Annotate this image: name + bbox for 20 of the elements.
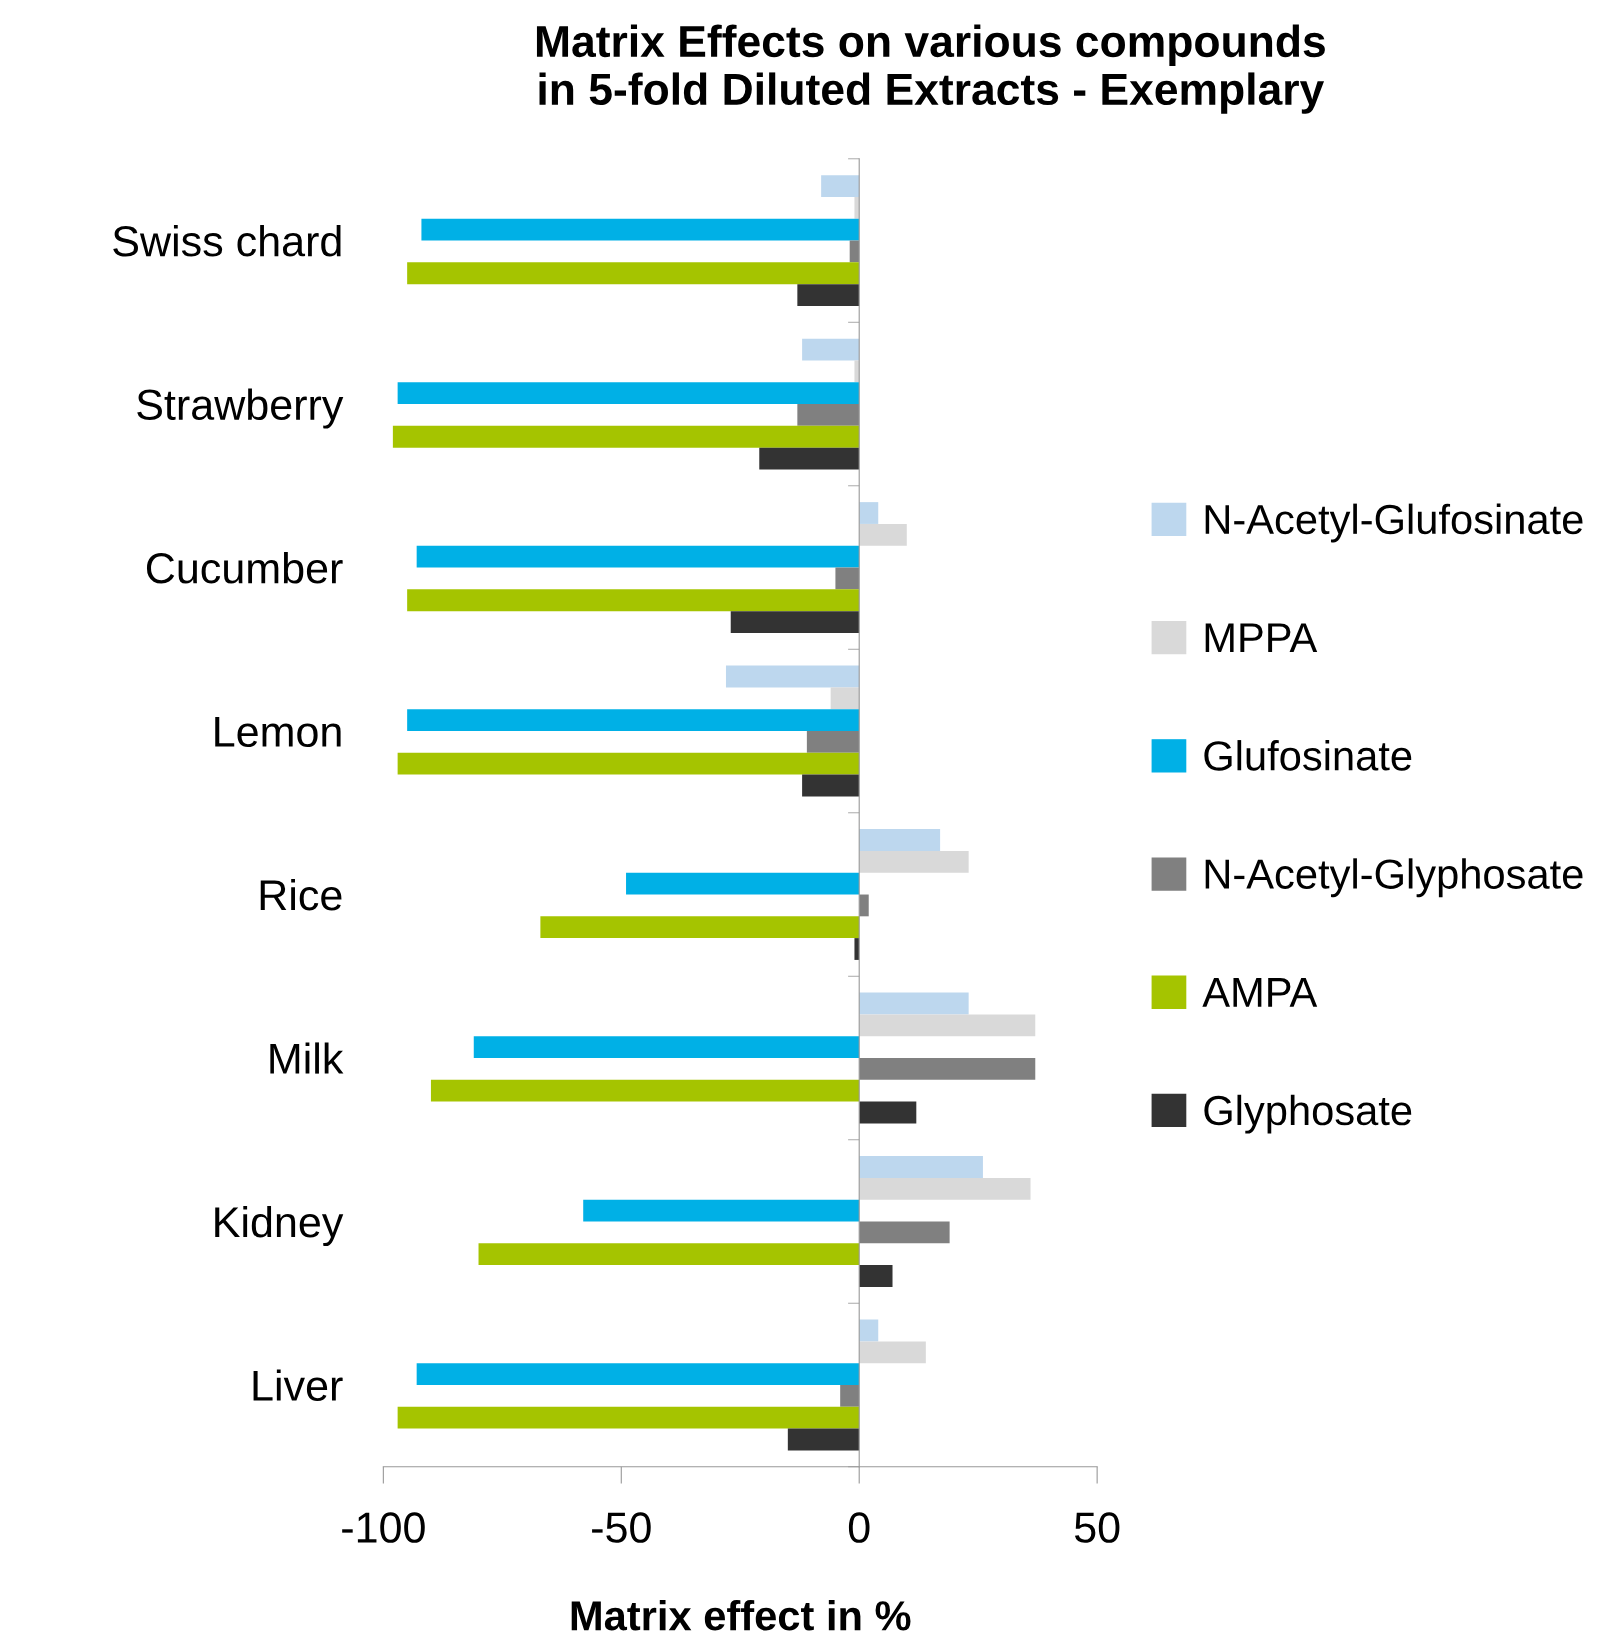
x-axis-title: Matrix effect in %	[571, 1599, 911, 1631]
legend-label: Glufosinate	[1204, 740, 1412, 771]
x-tick-label: -100	[342, 1512, 425, 1543]
legend-label: Glyphosate	[1204, 1094, 1412, 1134]
y-tick-label: Kidney	[215, 1205, 344, 1247]
legend-label: AMPA	[1202, 978, 1318, 1007]
chart-title: Matrix Effects on various compounds in 5-fold Diluted Extracts - Exemplary	[536, 24, 1325, 114]
y-tick-label: Milk	[270, 1042, 344, 1074]
y-tick-label: Liver	[253, 1369, 343, 1402]
x-tick-label: -50	[592, 1512, 651, 1543]
legend-label: N-Acetyl-Glufosinate	[1205, 503, 1583, 543]
y-tick-label: Strawberry	[137, 388, 344, 429]
x-tick-label: 50	[1074, 1512, 1120, 1543]
y-tick-label: Cucumber	[146, 551, 343, 584]
y-tick-label: Rice	[260, 878, 342, 911]
y-tick-label: Lemon	[215, 717, 341, 748]
legend-label: N-Acetyl-Glyphosate	[1205, 858, 1583, 898]
x-tick-label: 0	[848, 1512, 870, 1543]
y-tick-label: Swiss chard	[113, 224, 341, 257]
legend-label: MPPA	[1205, 623, 1318, 653]
